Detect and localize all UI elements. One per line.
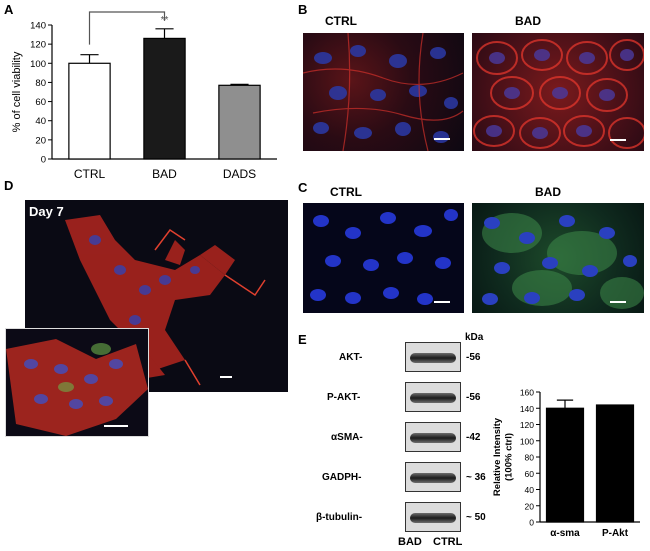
panel-c-label: C (298, 180, 308, 195)
bar-2 (218, 84, 261, 160)
y-tick-label: 60 (525, 469, 535, 479)
scale-bar (610, 139, 626, 141)
scale-bar (104, 425, 128, 427)
blot-kda-p-akt: -56 (466, 392, 481, 403)
panel-c-bad-nuclei (482, 213, 644, 309)
blot-row-beta-tubulin (405, 502, 461, 532)
bar-0 (68, 62, 111, 160)
category-label: α-sma (550, 528, 580, 539)
blot-band (410, 513, 456, 523)
y-tick-label: 160 (520, 388, 534, 398)
panel-c-bad-micrograph (472, 203, 644, 313)
blot-label-p-akt: P-AKT- (327, 392, 361, 403)
y-axis-label: Relative Intensity (492, 417, 503, 496)
scale-bar (220, 376, 232, 378)
panel-e-intensity-chart: 0 20 40 60 80 100 120 140 160 α-sma P-Akt Relative … (492, 388, 640, 539)
bar-0 (545, 407, 585, 523)
blot-band (410, 473, 456, 483)
significance-label: ** (161, 15, 169, 26)
blot-row-p-akt (405, 382, 461, 412)
lane-label-ctrl: CTRL (433, 536, 463, 548)
blot-band (410, 353, 456, 363)
y-tick-label: 60 (35, 97, 46, 108)
y-tick-label: 100 (30, 59, 46, 70)
blot-kda-beta-tubulin: ~ 50 (466, 512, 486, 523)
blot-band (410, 433, 456, 443)
panel-d-inset-cells (6, 339, 148, 436)
blot-row-gadph (405, 462, 461, 492)
category-label: CTRL (74, 167, 106, 181)
y-tick-label: 120 (30, 40, 46, 51)
panel-a-label: A (4, 2, 14, 17)
blot-label-beta-tubulin: β-tubulin- (316, 512, 363, 523)
y-tick-label: 40 (35, 116, 46, 127)
panel-d-label: D (4, 178, 14, 193)
significance-bracket (88, 11, 166, 45)
panel-b-ctrl-title: CTRL (325, 14, 357, 28)
y-tick-label: 120 (520, 420, 534, 430)
y-axis-label: % of cell viability (11, 51, 23, 132)
y-tick-label: 20 (35, 135, 46, 146)
panel-b-label: B (298, 2, 308, 17)
blot-kda-akt: -56 (466, 352, 481, 363)
scale-bar (434, 138, 450, 140)
blot-row-asma (405, 422, 461, 452)
bar-1 (595, 404, 635, 523)
blot-kda-asma: -42 (466, 432, 481, 443)
panel-e-label: E (298, 332, 307, 347)
blot-row-akt (405, 342, 461, 372)
blot-band (410, 393, 456, 403)
y-tick-label: 140 (30, 21, 46, 32)
scale-bar (610, 301, 626, 303)
y-tick-label: 80 (35, 78, 46, 89)
blot-kda-gadph: ~ 36 (466, 472, 486, 483)
panel-b-bad-cells (473, 39, 644, 149)
bar-1 (143, 37, 186, 160)
panel-c-ctrl-micrograph (303, 203, 464, 313)
category-label: P-Akt (602, 528, 629, 539)
panel-b-bad-title: BAD (515, 14, 541, 28)
panel-c-ctrl-nuclei (310, 209, 458, 305)
y-tick-label: 40 (525, 485, 535, 495)
panel-b-bad-micrograph (472, 33, 644, 151)
y-axis-label: (100% ctrl) (504, 433, 515, 481)
panel-b-ctrl-cells (303, 33, 464, 151)
panel-c-bad-title: BAD (535, 185, 561, 199)
blot-label-akt: AKT- (339, 352, 363, 363)
y-tick-label: 0 (529, 518, 534, 528)
category-label: BAD (152, 167, 177, 181)
panel-d-title: Day 7 (29, 204, 64, 219)
scale-bar (434, 301, 450, 303)
blot-label-asma: αSMA- (331, 432, 363, 443)
category-label: DADS (223, 167, 256, 181)
panel-b-ctrl-micrograph (303, 33, 464, 151)
blot-label-gadph: GADPH- (322, 472, 362, 483)
y-tick-label: 20 (525, 501, 535, 511)
y-tick-label: 100 (520, 436, 534, 446)
y-tick-label: 140 (520, 404, 534, 414)
y-tick-label: 80 (525, 453, 535, 463)
panel-c-ctrl-title: CTRL (330, 185, 362, 199)
panel-d-inset-micrograph (5, 328, 149, 437)
lane-label-bad: BAD (398, 536, 422, 548)
panel-a-viability-chart: 0 20 40 60 80 100 120 140 CTRL BAD DADS % of cell v… (11, 11, 277, 181)
kda-header: kDa (465, 332, 484, 343)
y-tick-label: 0 (41, 155, 46, 166)
